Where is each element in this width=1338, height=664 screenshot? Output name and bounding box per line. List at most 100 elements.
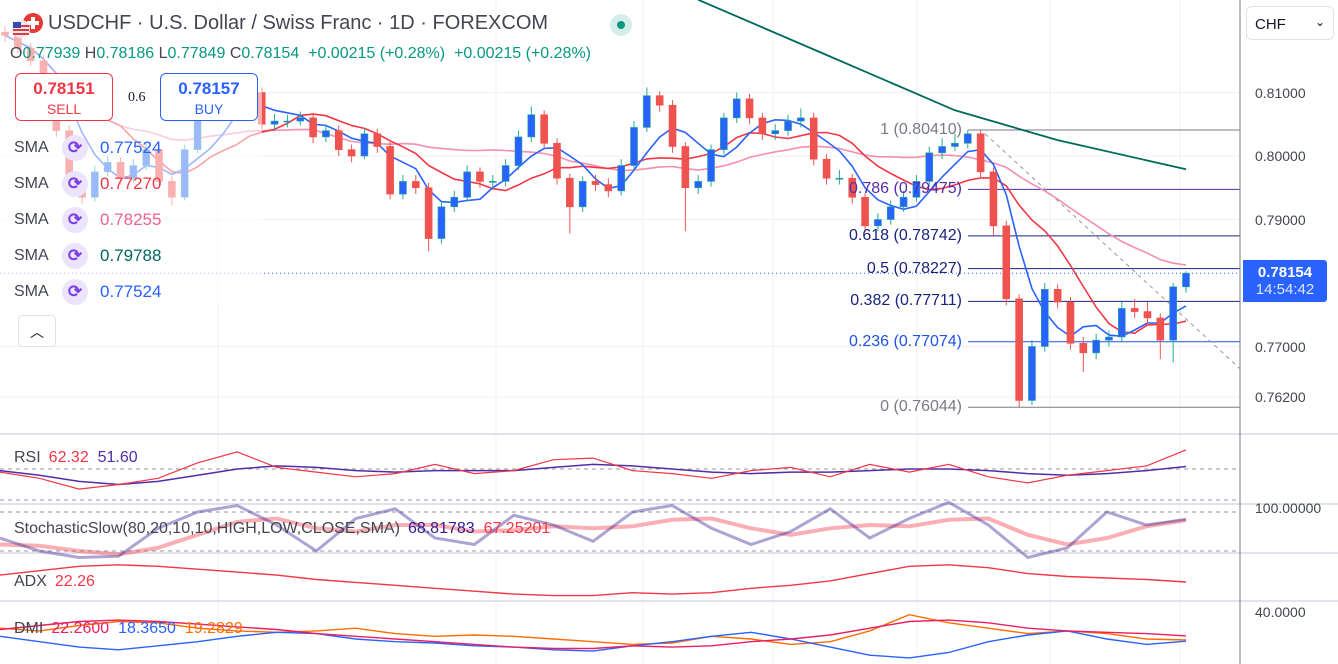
candle-body bbox=[655, 95, 664, 106]
refresh-icon[interactable]: ⟳ bbox=[62, 171, 88, 197]
sma-legend-row[interactable]: SMA ⟳ 0.77524 bbox=[14, 278, 161, 306]
dmi-legend[interactable]: DMI 22.2600 18.3650 19.2829 bbox=[14, 620, 243, 638]
symbol-title[interactable]: USDCHF · U.S. Dollar / Swiss Franc · 1D … bbox=[48, 12, 549, 34]
candle-body bbox=[578, 181, 587, 208]
candle-body bbox=[1092, 339, 1100, 354]
price-axis-tick: 0.81000 bbox=[1255, 84, 1306, 101]
rsi-ma-value: 51.60 bbox=[97, 449, 138, 466]
stoch-legend[interactable]: StochasticSlow(80,20,10,10,HIGH,LOW,CLOS… bbox=[14, 520, 550, 538]
candle bbox=[322, 124, 330, 143]
candle-body bbox=[694, 181, 702, 189]
candle bbox=[951, 133, 959, 151]
candle bbox=[720, 112, 728, 155]
candle-body bbox=[976, 133, 985, 173]
candle-body bbox=[424, 187, 433, 239]
candle-body bbox=[951, 143, 959, 147]
candle-body bbox=[874, 219, 882, 227]
candle bbox=[745, 93, 754, 125]
candle-body bbox=[784, 120, 792, 131]
sma-value: 0.79788 bbox=[100, 246, 162, 265]
candle bbox=[1053, 284, 1062, 309]
candle bbox=[591, 175, 600, 191]
sma-line-long bbox=[697, 0, 1187, 171]
fib-level-label: 0.618 (0.78742) bbox=[849, 226, 962, 244]
candle-body bbox=[411, 181, 420, 189]
candle-body bbox=[1130, 308, 1139, 312]
price-axis-tick: 0.77000 bbox=[1255, 338, 1306, 355]
currency-select[interactable]: CHF ⌄ bbox=[1246, 6, 1334, 40]
rsi-ma-line bbox=[0, 463, 1187, 486]
candle-body bbox=[476, 171, 484, 182]
candle bbox=[373, 128, 382, 153]
sma-name: SMA bbox=[14, 283, 49, 300]
sma-value: 0.77524 bbox=[100, 282, 162, 301]
collapse-legend-button[interactable]: ︿ bbox=[18, 315, 56, 347]
adx-value: 22.26 bbox=[54, 573, 95, 590]
market-open-dot-icon[interactable] bbox=[610, 14, 632, 36]
fib-level-label: 1 (0.80410) bbox=[880, 120, 962, 138]
candle bbox=[1169, 283, 1177, 363]
candle bbox=[835, 169, 844, 185]
candle-body bbox=[386, 146, 394, 195]
candle bbox=[1092, 333, 1100, 360]
candle bbox=[527, 106, 536, 143]
sma-legend-row[interactable]: SMA ⟳ 0.79788 bbox=[14, 242, 161, 270]
candle bbox=[489, 175, 497, 188]
stoch-name: StochasticSlow(80,20,10,10,HIGH,LOW,CLOS… bbox=[14, 520, 400, 537]
rsi-legend[interactable]: RSI 62.32 51.60 bbox=[14, 449, 138, 467]
candle bbox=[617, 159, 625, 196]
candle-body bbox=[938, 146, 946, 154]
dmi-minus-line bbox=[0, 613, 1187, 646]
adx-line bbox=[0, 564, 1187, 597]
candle-body bbox=[309, 117, 317, 138]
candle-body bbox=[360, 133, 369, 157]
candle bbox=[848, 173, 857, 204]
dmi-plus-line bbox=[0, 630, 1187, 659]
candle bbox=[925, 146, 934, 187]
stoch-d-line bbox=[0, 516, 1187, 557]
adx-legend[interactable]: ADX 22.26 bbox=[14, 573, 95, 591]
buy-price: 0.78157 bbox=[178, 79, 240, 98]
rsi-value: 62.32 bbox=[48, 449, 89, 466]
refresh-icon[interactable]: ⟳ bbox=[62, 243, 88, 269]
candle-body bbox=[745, 98, 754, 119]
candle-body bbox=[1079, 343, 1088, 354]
candle bbox=[694, 175, 702, 195]
candle-body bbox=[604, 184, 613, 192]
candle bbox=[283, 114, 292, 128]
refresh-icon[interactable]: ⟳ bbox=[62, 135, 88, 161]
buy-label: BUY bbox=[194, 101, 224, 117]
candle bbox=[476, 167, 484, 188]
indicator-panes[interactable] bbox=[0, 449, 1187, 659]
candle-body bbox=[912, 181, 921, 198]
usd-chf-flags-icon bbox=[8, 12, 44, 38]
candle bbox=[771, 124, 780, 141]
candle bbox=[424, 182, 433, 252]
sma-legend-row[interactable]: SMA ⟳ 0.77524 bbox=[14, 134, 161, 162]
ohlc-readout: O0.77939 H0.78186 L0.77849 C0.78154 +0.0… bbox=[10, 45, 591, 63]
candle bbox=[655, 91, 664, 112]
candle bbox=[296, 111, 305, 126]
candle bbox=[1143, 302, 1152, 325]
candle-body bbox=[1015, 298, 1023, 401]
buy-button[interactable]: 0.78157 BUY bbox=[160, 73, 258, 121]
stoch-k-value: 68.81783 bbox=[407, 520, 475, 537]
sma-legend-row[interactable]: SMA ⟳ 0.78255 bbox=[14, 206, 161, 234]
candle-body bbox=[1169, 286, 1177, 341]
sma-value: 0.77270 bbox=[100, 174, 162, 193]
sell-button[interactable]: 0.78151 SELL bbox=[15, 73, 113, 121]
dmi-adx-value: 22.2600 bbox=[51, 620, 110, 637]
fib-level-label: 0.5 (0.78227) bbox=[866, 259, 962, 277]
candle-body bbox=[1002, 225, 1011, 300]
refresh-icon[interactable]: ⟳ bbox=[62, 207, 88, 233]
candle bbox=[270, 114, 279, 131]
sma-legend-row[interactable]: SMA ⟳ 0.77270 bbox=[14, 170, 161, 198]
candle-body bbox=[732, 98, 741, 119]
candle-body bbox=[707, 149, 715, 182]
candle bbox=[784, 114, 792, 136]
candle-body bbox=[681, 146, 690, 189]
sma-value: 0.77524 bbox=[100, 138, 162, 157]
refresh-icon[interactable]: ⟳ bbox=[62, 279, 88, 305]
